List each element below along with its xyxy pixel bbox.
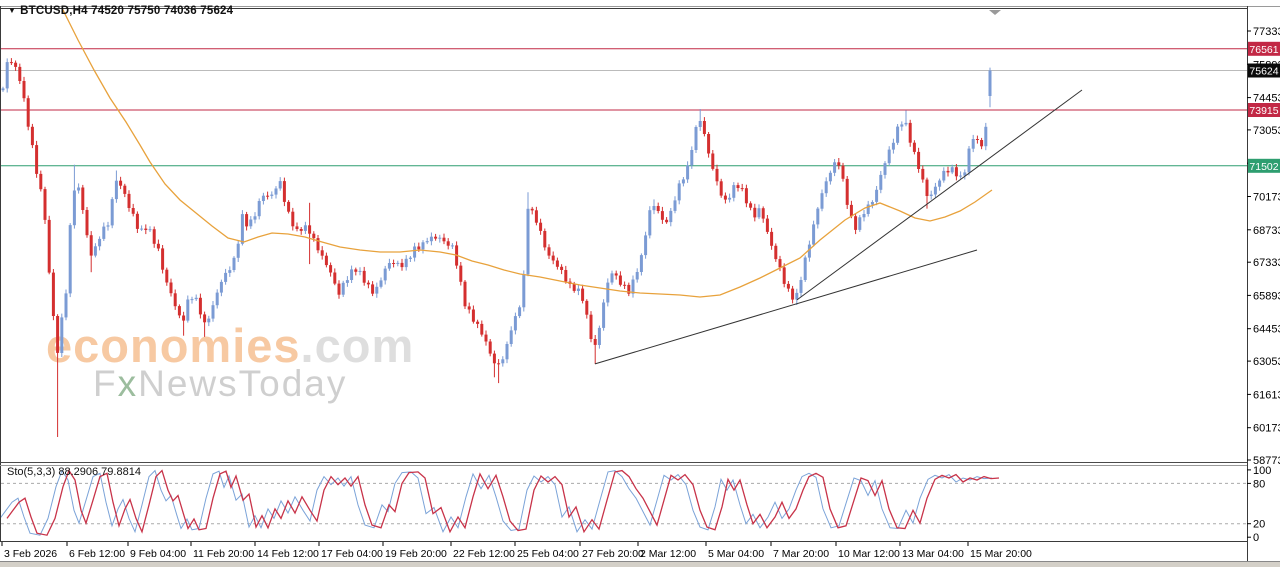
chart-shift-marker-icon [989,10,1001,15]
horizontal-levels [1,48,1247,167]
svg-text:3 Feb 2026: 3 Feb 2026 [4,548,57,560]
svg-text:63053: 63053 [1253,356,1280,368]
svg-text:5 Mar 04:00: 5 Mar 04:00 [708,548,764,560]
stochastic-label: Sto(5,3,3) 88.2906 79.8814 [7,466,141,478]
watermark-tagline-rest: NewsToday [138,363,347,404]
stochastic-panel [1,469,1246,536]
svg-text:7 Mar 20:00: 7 Mar 20:00 [773,548,829,560]
svg-text:80: 80 [1253,478,1265,490]
svg-text:15 Mar 20:00: 15 Mar 20:00 [970,548,1032,560]
watermark-brand-suffix: .com [301,319,415,372]
svg-text:75624: 75624 [1249,66,1278,78]
svg-text:77333: 77333 [1253,26,1280,38]
svg-text:76561: 76561 [1249,44,1278,56]
svg-text:20: 20 [1253,519,1265,531]
svg-text:60173: 60173 [1253,423,1280,435]
svg-text:13 Mar 04:00: 13 Mar 04:00 [902,548,964,560]
trendlines [594,89,1083,365]
svg-text:22 Feb 12:00: 22 Feb 12:00 [453,548,515,560]
svg-text:0: 0 [1253,532,1259,544]
watermark-tagline-x: x [118,363,139,404]
svg-text:65893: 65893 [1253,290,1280,302]
watermark-tagline: FxNewsToday [93,363,347,405]
svg-text:10 Mar 12:00: 10 Mar 12:00 [838,548,900,560]
svg-text:27 Feb 20:00: 27 Feb 20:00 [582,548,644,560]
price-axis[interactable]: 7733375893744537305371613701736873367333… [1247,26,1280,544]
svg-text:68733: 68733 [1253,225,1280,237]
watermark-brand-text: economies [46,319,301,372]
svg-text:25 Feb 04:00: 25 Feb 04:00 [517,548,579,560]
svg-text:9 Feb 04:00: 9 Feb 04:00 [130,548,186,560]
main-chart-surface[interactable] [1,9,1246,461]
chart-frame [0,6,1280,567]
svg-text:14 Feb 12:00: 14 Feb 12:00 [257,548,319,560]
svg-text:67333: 67333 [1253,257,1280,269]
svg-text:2 Mar 12:00: 2 Mar 12:00 [640,548,696,560]
svg-text:17 Feb 04:00: 17 Feb 04:00 [321,548,383,560]
stoch-chart-surface[interactable] [1,467,1246,540]
chart-title-text: BTCUSD,H4 74520 75750 74036 75624 [20,5,234,17]
svg-text:6 Feb 12:00: 6 Feb 12:00 [69,548,125,560]
svg-text:11 Feb 20:00: 11 Feb 20:00 [193,548,254,560]
svg-text:64453: 64453 [1253,324,1280,336]
svg-text:74453: 74453 [1253,93,1280,105]
time-axis[interactable]: 3 Feb 2026 6 Feb 12:00 9 Feb 04:00 11 Feb 2… [1,542,1032,560]
svg-text:70173: 70173 [1253,192,1280,204]
svg-text:71502: 71502 [1249,161,1278,173]
moving-average-line [61,9,993,298]
svg-text:73915: 73915 [1249,105,1278,117]
svg-text:73053: 73053 [1253,125,1280,137]
svg-text:61613: 61613 [1253,389,1280,401]
chart-title: ▼ BTCUSD,H4 74520 75750 74036 75624 [8,5,233,17]
watermark-tagline-f: F [93,363,118,404]
watermark-brand: economies.com [46,318,414,373]
svg-text:19 Feb 20:00: 19 Feb 20:00 [385,548,447,560]
svg-text:100: 100 [1253,465,1271,477]
symbol-dropdown-icon[interactable]: ▼ [8,6,17,15]
svg-text:58773: 58773 [1253,455,1280,467]
